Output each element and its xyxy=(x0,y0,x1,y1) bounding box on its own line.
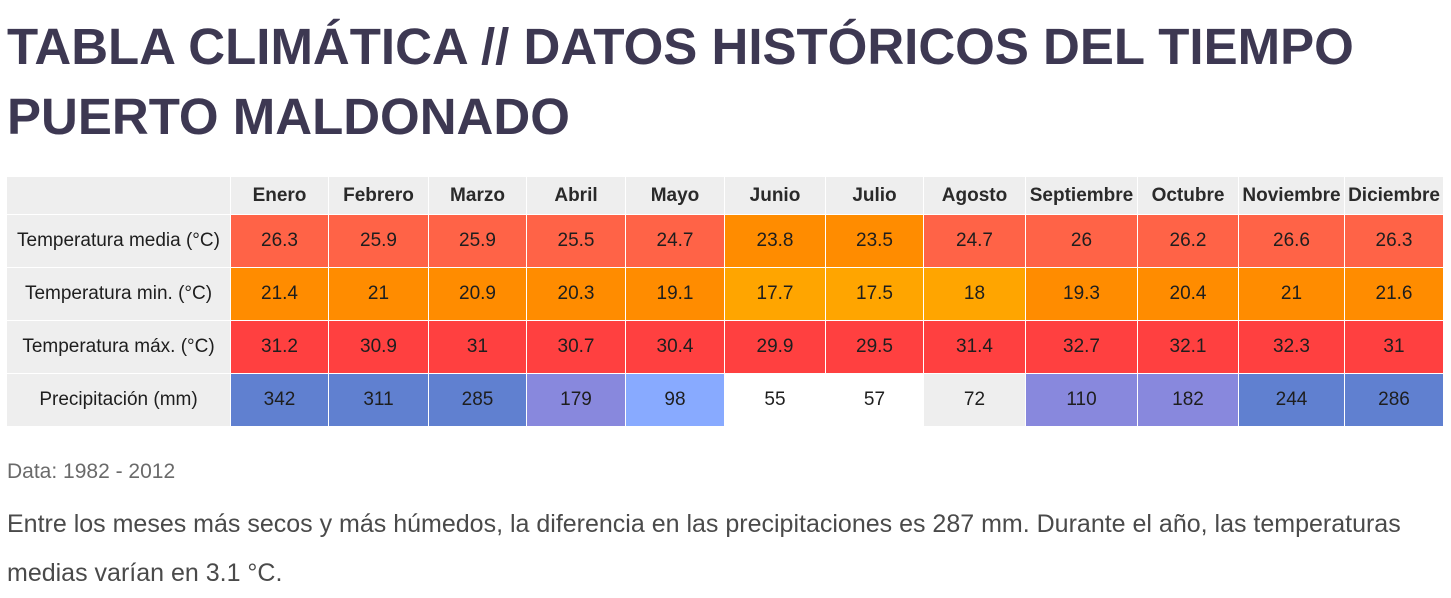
value-cell: 26 xyxy=(1025,214,1138,268)
temp-min-row: Temperatura min. (°C) 21.4 21 20.9 20.3 19.1 1… xyxy=(6,267,1444,321)
value-cell: 285 xyxy=(428,373,527,427)
value-cell: 55 xyxy=(724,373,826,427)
value-cell: 29.9 xyxy=(724,320,826,374)
value-cell: 19.1 xyxy=(625,267,725,321)
value-cell: 25.5 xyxy=(526,214,626,268)
value-cell: 21.6 xyxy=(1344,267,1444,321)
value-cell: 17.5 xyxy=(825,267,924,321)
month-header: Enero xyxy=(230,176,329,215)
value-cell: 342 xyxy=(230,373,329,427)
value-cell: 72 xyxy=(923,373,1026,427)
temp-max-row: Temperatura máx. (°C) 31.2 30.9 31 30.7 30.4 2… xyxy=(6,320,1444,374)
value-cell: 311 xyxy=(328,373,429,427)
value-cell: 32.1 xyxy=(1137,320,1239,374)
value-cell: 32.3 xyxy=(1238,320,1345,374)
month-header: Mayo xyxy=(625,176,725,215)
value-cell: 244 xyxy=(1238,373,1345,427)
value-cell: 286 xyxy=(1344,373,1444,427)
value-cell: 98 xyxy=(625,373,725,427)
value-cell: 18 xyxy=(923,267,1026,321)
value-cell: 179 xyxy=(526,373,626,427)
page-title: TABLA CLIMÁTICA // DATOS HISTÓRICOS DEL … xyxy=(7,12,1447,152)
value-cell: 31.2 xyxy=(230,320,329,374)
value-cell: 182 xyxy=(1137,373,1239,427)
value-cell: 30.4 xyxy=(625,320,725,374)
value-cell: 29.5 xyxy=(825,320,924,374)
corner-cell xyxy=(6,176,231,215)
value-cell: 20.9 xyxy=(428,267,527,321)
value-cell: 32.7 xyxy=(1025,320,1138,374)
row-label: Precipitación (mm) xyxy=(6,373,231,427)
value-cell: 24.7 xyxy=(625,214,725,268)
value-cell: 23.5 xyxy=(825,214,924,268)
data-source-note: Data: 1982 - 2012 xyxy=(7,460,176,483)
month-header: Junio xyxy=(724,176,826,215)
page-title-line-1: TABLA CLIMÁTICA // DATOS HISTÓRICOS DEL … xyxy=(7,18,1354,75)
month-header: Febrero xyxy=(328,176,429,215)
value-cell: 21.4 xyxy=(230,267,329,321)
row-label: Temperatura min. (°C) xyxy=(6,267,231,321)
climate-table: Enero Febrero Marzo Abril Mayo Junio Jul… xyxy=(6,176,1444,427)
value-cell: 25.9 xyxy=(328,214,429,268)
value-cell: 24.7 xyxy=(923,214,1026,268)
precipitation-row: Precipitación (mm) 342 311 285 179 98 55 57 72 11… xyxy=(6,373,1444,427)
value-cell: 31 xyxy=(1344,320,1444,374)
month-header: Diciembre xyxy=(1344,176,1444,215)
month-header-row: Enero Febrero Marzo Abril Mayo Junio Jul… xyxy=(6,176,1444,215)
value-cell: 31.4 xyxy=(923,320,1026,374)
page-title-line-2: PUERTO MALDONADO xyxy=(7,88,570,145)
month-header: Septiembre xyxy=(1025,176,1138,215)
value-cell: 26.3 xyxy=(230,214,329,268)
month-header: Noviembre xyxy=(1238,176,1345,215)
value-cell: 21 xyxy=(1238,267,1345,321)
month-header: Abril xyxy=(526,176,626,215)
value-cell: 25.9 xyxy=(428,214,527,268)
value-cell: 110 xyxy=(1025,373,1138,427)
month-header: Agosto xyxy=(923,176,1026,215)
value-cell: 21 xyxy=(328,267,429,321)
value-cell: 17.7 xyxy=(724,267,826,321)
temp-mean-row: Temperatura media (°C) 26.3 25.9 25.9 25.5 24… xyxy=(6,214,1444,268)
value-cell: 19.3 xyxy=(1025,267,1138,321)
value-cell: 57 xyxy=(825,373,924,427)
value-cell: 26.2 xyxy=(1137,214,1239,268)
month-header: Julio xyxy=(825,176,924,215)
value-cell: 31 xyxy=(428,320,527,374)
value-cell: 23.8 xyxy=(724,214,826,268)
month-header: Marzo xyxy=(428,176,527,215)
value-cell: 26.3 xyxy=(1344,214,1444,268)
value-cell: 30.7 xyxy=(526,320,626,374)
month-header: Octubre xyxy=(1137,176,1239,215)
value-cell: 20.3 xyxy=(526,267,626,321)
row-label: Temperatura media (°C) xyxy=(6,214,231,268)
value-cell: 30.9 xyxy=(328,320,429,374)
value-cell: 20.4 xyxy=(1137,267,1239,321)
value-cell: 26.6 xyxy=(1238,214,1345,268)
row-label: Temperatura máx. (°C) xyxy=(6,320,231,374)
climate-summary: Entre los meses más secos y más húmedos,… xyxy=(7,510,1401,587)
